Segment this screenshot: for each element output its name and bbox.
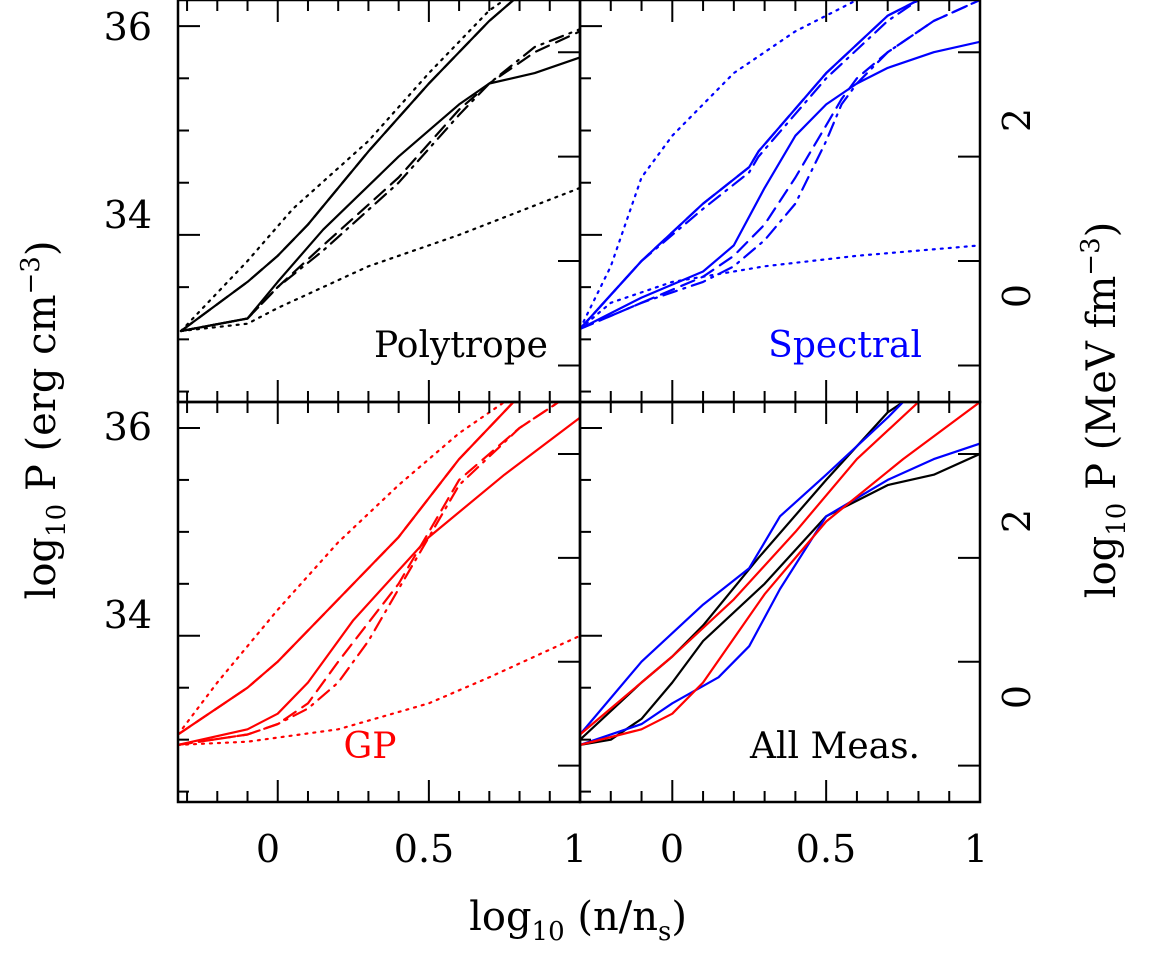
x-tick-label-0.5-left: 0.5 [394, 827, 454, 871]
series-line-7 [580, 0, 980, 330]
series-line-5 [580, 402, 920, 736]
series-line-8 [580, 0, 980, 330]
y-axis-label-right: log10 P (MeV fm−3) [1076, 222, 1132, 598]
x-tick-label-1-left: 1 [563, 827, 587, 871]
series-line-3 [179, 0, 515, 333]
left-tick-label-34-top: 34 [104, 193, 152, 237]
left-tick-label-34-bottom: 34 [104, 593, 152, 637]
series-group [179, 0, 580, 333]
series-line-5 [580, 0, 920, 330]
series-line-4 [580, 442, 980, 746]
x-axis-label: log10 (n/ns) [469, 894, 687, 947]
right-tick-label-2-top: 2 [995, 108, 1039, 132]
series-line-3 [178, 402, 515, 736]
left-tick-label-36-bottom: 36 [104, 405, 152, 449]
x-tick-label-0-left: 0 [256, 827, 280, 871]
series-line-1 [178, 402, 506, 736]
series-line-6 [179, 30, 580, 333]
panel-label: GP [344, 726, 397, 767]
left-tick-label-36-top: 36 [104, 5, 152, 49]
panel-label: All Meas. [749, 726, 920, 767]
series-line-1 [580, 0, 858, 330]
panel-label: Polytrope [374, 325, 548, 366]
right-tick-label-0-top: 0 [995, 284, 1039, 308]
series-group [580, 0, 980, 330]
series-line-1 [580, 402, 905, 741]
series-line-6 [178, 402, 560, 746]
panel-label: Spectral [768, 325, 922, 366]
series-line-4 [179, 0, 515, 333]
series-line-2 [580, 244, 980, 330]
series-line-4 [580, 0, 920, 330]
series-line-6 [580, 40, 980, 330]
series-line-4 [178, 402, 515, 736]
series-line-2 [580, 452, 980, 746]
panel-3: GP [176, 400, 582, 804]
series-group [580, 402, 980, 746]
series-line-2 [178, 634, 580, 746]
panel-4: All Meas. [578, 400, 982, 804]
panels: Polytrope Spectral GP All Meas. [176, 0, 982, 804]
x-tick-label-0.5-right: 0.5 [796, 827, 856, 871]
series-group [178, 402, 580, 746]
series-line-3 [580, 0, 920, 330]
series-line-7 [179, 28, 580, 333]
panel-frame [578, 400, 982, 804]
right-tick-label-2-bottom: 2 [995, 509, 1039, 533]
series-line-6 [580, 402, 980, 746]
series-line-7 [178, 402, 560, 746]
series-line-2 [179, 186, 580, 333]
x-tick-label-1-right: 1 [964, 827, 988, 871]
series-line-5 [179, 56, 580, 333]
right-tick-label-0-bottom: 0 [995, 685, 1039, 709]
y-axis-label-left: log10 P (erg cm−3) [16, 241, 72, 600]
series-line-3 [580, 402, 905, 736]
x-tick-label-0-right: 0 [660, 827, 684, 871]
panel-2: Spectral [578, 0, 982, 404]
series-line-5 [178, 416, 580, 746]
panel-1: Polytrope [176, 0, 582, 404]
series-line-1 [179, 0, 506, 333]
